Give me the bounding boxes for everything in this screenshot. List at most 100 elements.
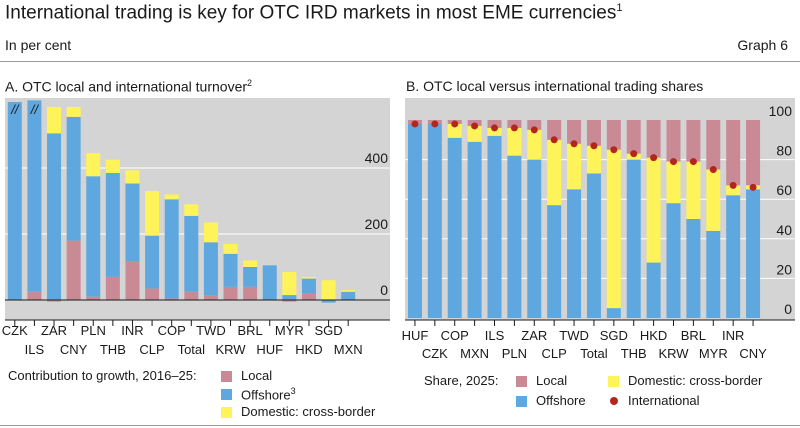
international-marker-huf	[411, 120, 419, 128]
legend-b-title: Share, 2025:	[424, 373, 499, 388]
bar-b-brl-local	[686, 120, 701, 162]
bar-a-clp-domestic-cross-border	[145, 191, 160, 236]
international-marker-zar	[530, 126, 538, 134]
bar-a-sgd-offshore	[321, 300, 336, 303]
x-label-a-ils: ILS	[25, 342, 45, 357]
bar-b-zar-offshore	[527, 159, 542, 318]
y-tick-a-400: 400	[365, 150, 389, 166]
bar-b-krw-local	[666, 120, 681, 162]
header-divider	[0, 61, 800, 62]
bar-a-myr-domestic-cross-border	[282, 271, 297, 296]
x-label-b-ils: ILS	[485, 328, 505, 343]
x-label-b-twd: TWD	[559, 328, 589, 343]
x-label-a-sgd: SGD	[314, 323, 342, 338]
international-marker-myr	[709, 166, 717, 173]
x-label-a-krw: KRW	[215, 342, 246, 357]
bar-a-total-offshore	[184, 215, 199, 292]
bar-b-total-domestic-cross-border	[586, 145, 601, 174]
bar-b-thb-offshore	[626, 159, 641, 318]
bar-b-mxn-offshore	[467, 141, 482, 318]
bar-b-clp-local	[547, 120, 562, 140]
bar-b-clp-offshore	[547, 205, 562, 318]
international-marker-czk	[431, 120, 439, 128]
x-label-b-krw: KRW	[658, 346, 689, 361]
bar-a-pln-domestic-cross-border	[86, 153, 101, 177]
graph-label: Graph 6	[737, 37, 788, 53]
international-marker-brl	[689, 158, 697, 166]
bar-b-total-offshore	[586, 173, 601, 318]
x-label-b-cop: COP	[441, 328, 469, 343]
bar-a-sgd-domestic-cross-border	[321, 280, 336, 300]
bar-a-hkd-domestic-cross-border	[301, 276, 316, 279]
international-marker-clp	[550, 136, 558, 144]
bar-b-hkd-domestic-cross-border	[646, 157, 661, 263]
truncation-mark-ils: //	[30, 102, 40, 117]
bar-b-ils-domestic-cross-border	[487, 127, 502, 136]
bar-a-inr-local	[125, 261, 140, 300]
bar-a-twd-domestic-cross-border	[203, 222, 218, 243]
bar-a-twd-offshore	[203, 242, 218, 296]
international-marker-thb	[630, 150, 638, 158]
y-tick-b-20: 20	[776, 261, 792, 277]
bar-a-czk-offshore	[7, 102, 22, 300]
x-label-a-pln: PLN	[81, 323, 106, 338]
bar-b-mxn-domestic-cross-border	[467, 125, 482, 142]
bar-b-sgd-domestic-cross-border	[606, 149, 621, 309]
bar-a-cop-domestic-cross-border	[164, 194, 179, 200]
bar-b-brl-offshore	[686, 219, 701, 318]
bar-b-twd-offshore	[567, 189, 582, 318]
x-label-a-inr: INR	[121, 323, 143, 338]
bar-b-cop-offshore	[447, 137, 462, 318]
bar-a-ils-offshore	[27, 100, 42, 292]
bar-a-inr-domestic-cross-border	[125, 170, 140, 184]
bar-a-pln-local	[86, 296, 101, 300]
bar-b-inr-local	[726, 120, 741, 186]
bar-b-clp-domestic-cross-border	[547, 139, 562, 206]
x-label-a-myr: MYR	[275, 323, 304, 338]
bar-a-huf-offshore	[262, 265, 277, 300]
x-label-b-sgd: SGD	[600, 328, 628, 343]
bar-b-pln-offshore	[507, 155, 522, 318]
bar-b-sgd-offshore	[606, 308, 621, 318]
y-tick-b-80: 80	[776, 143, 792, 159]
x-label-b-mxn: MXN	[460, 346, 489, 361]
x-label-a-cny: CNY	[60, 342, 88, 357]
bar-b-sgd-local	[606, 120, 621, 150]
bar-a-thb-offshore	[105, 172, 120, 277]
x-label-a-cop: COP	[158, 323, 186, 338]
bar-b-huf-offshore	[407, 123, 422, 319]
bar-a-brl-domestic-cross-border	[243, 260, 258, 267]
x-label-a-thb: THB	[100, 342, 126, 357]
bar-b-total-local	[586, 120, 601, 146]
legend-b-domestic: Domestic: cross-border	[628, 373, 763, 388]
legend-b-offshore-swatch	[516, 396, 527, 407]
legend-a-domestic: Domestic: cross-border	[241, 404, 376, 419]
international-marker-hkd	[650, 154, 658, 162]
bar-b-cop-domestic-cross-border	[447, 123, 462, 138]
panel-b-title: B. OTC local versus international tradin…	[406, 78, 704, 94]
x-label-a-czk: CZK	[2, 323, 28, 338]
international-marker-ils	[491, 124, 498, 132]
bar-b-krw-domestic-cross-border	[666, 161, 681, 204]
bar-a-clp-local	[145, 288, 160, 300]
legend-b-international-marker	[610, 397, 618, 405]
bar-a-mxn-offshore	[341, 291, 356, 300]
bar-b-zar-domestic-cross-border	[527, 129, 542, 160]
international-marker-pln	[510, 124, 518, 132]
bar-a-total-local	[184, 291, 199, 300]
x-label-b-zar: ZAR	[521, 328, 547, 343]
international-marker-cop	[451, 120, 459, 128]
legend-a-local: Local	[241, 368, 273, 383]
subtitle: In per cent	[5, 37, 72, 53]
x-label-a-brl: BRL	[237, 323, 262, 338]
bar-a-twd-local	[203, 295, 218, 300]
bar-b-brl-domestic-cross-border	[686, 161, 701, 219]
legend-b-local-swatch	[516, 376, 527, 387]
x-label-b-thb: THB	[621, 346, 647, 361]
bar-b-cny-offshore	[746, 189, 761, 318]
footer-divider	[0, 425, 800, 426]
international-marker-twd	[570, 140, 578, 148]
legend-a-offshore-swatch	[221, 389, 232, 400]
bar-a-total-domestic-cross-border	[184, 204, 199, 216]
